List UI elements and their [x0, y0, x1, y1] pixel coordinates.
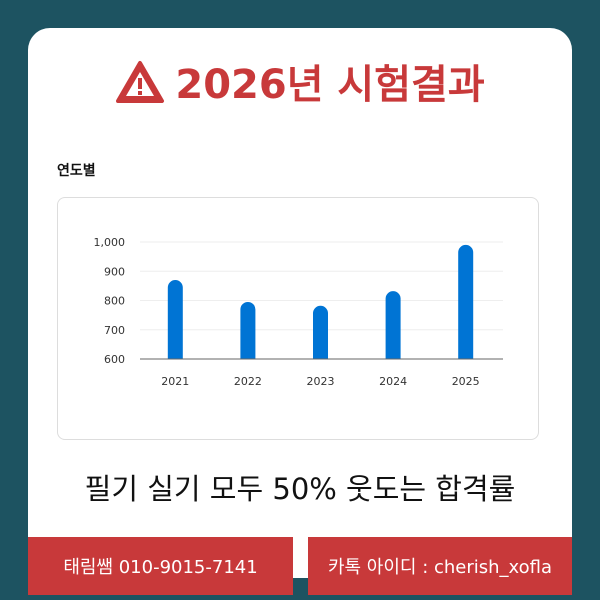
x-tick-label: 2022 [234, 375, 262, 388]
y-tick-label: 900 [104, 265, 125, 278]
bar-2021 [167, 280, 183, 359]
bar-2023 [313, 305, 328, 359]
x-tick-label: 2023 [307, 375, 335, 388]
warning-triangle-icon [116, 61, 165, 103]
bar-2025 [458, 244, 474, 359]
title-text: 2026년 시험결과 [175, 62, 485, 108]
bar-2024 [385, 291, 401, 359]
phone-banner: 태림쌤 010-9015-7141 [28, 537, 293, 595]
y-tick-label: 800 [104, 295, 125, 308]
bar-2022 [240, 301, 256, 359]
x-tick-label: 2024 [379, 375, 407, 388]
bar-chart: 600 700 800 900 1,000 2021 2022 2023 2024 2025 [94, 236, 503, 388]
y-tick-label: 700 [104, 324, 125, 337]
chart-container [57, 197, 539, 440]
x-tick-label: 2025 [452, 375, 480, 388]
y-tick-label: 1,000 [94, 236, 126, 249]
tagline: 필기 실기 모두 50% 웃도는 합격률 [84, 472, 516, 506]
y-tick-label: 600 [104, 353, 125, 366]
x-tick-label: 2021 [161, 375, 189, 388]
card [28, 28, 572, 578]
page-title: 2026년 시험결과 [0, 52, 600, 110]
section-label: 연도별 [57, 163, 96, 179]
kakao-banner: 카톡 아이디 : cherish_xofla [308, 537, 572, 595]
